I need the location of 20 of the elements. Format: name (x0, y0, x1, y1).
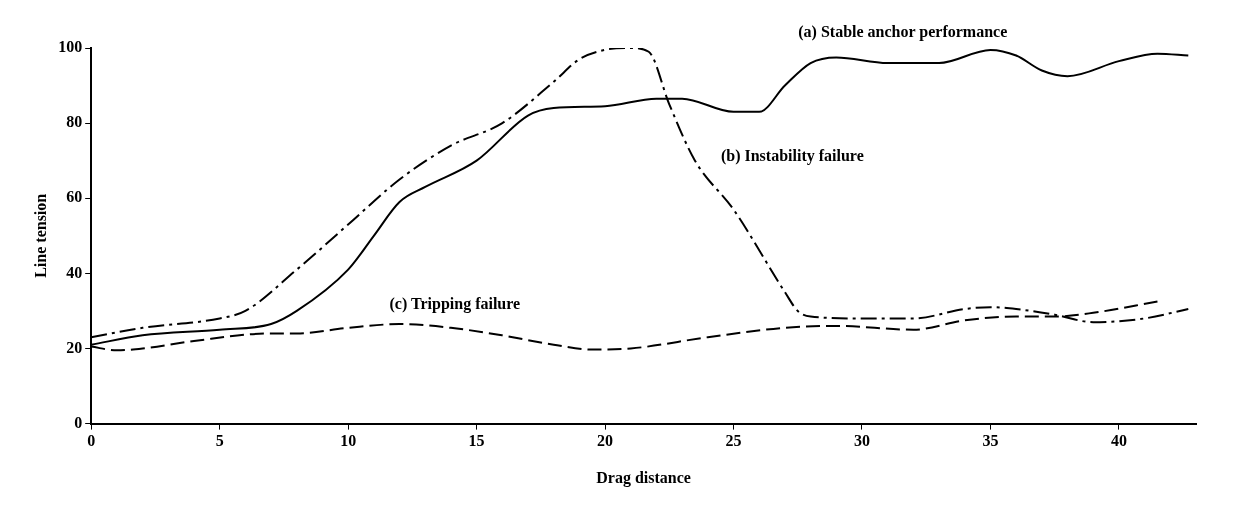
series-label: (a) Stable anchor performance (798, 22, 1008, 41)
y-tick-label: 0 (74, 413, 83, 431)
x-tick-label: 35 (982, 432, 999, 450)
series-label: (b) Instability failure (720, 146, 864, 165)
y-tick-label: 100 (58, 38, 83, 56)
x-tick-label: 25 (725, 432, 742, 450)
y-tick-label: 80 (66, 113, 83, 131)
x-tick-label: 30 (853, 432, 870, 450)
x-tick-label: 5 (215, 432, 224, 450)
x-tick-label: 40 (1110, 432, 1127, 450)
x-tick-label: 20 (597, 432, 614, 450)
x-tick-label: 0 (87, 432, 96, 450)
series-label: (c) Tripping failure (389, 294, 521, 313)
x-tick-label: 15 (468, 432, 485, 450)
y-tick-label: 60 (66, 188, 83, 206)
x-tick-label: 10 (340, 432, 357, 450)
x-axis-title: Drag distance (596, 468, 691, 487)
y-tick-label: 20 (66, 338, 83, 356)
y-axis-title: Line tension (31, 193, 49, 278)
y-tick-label: 40 (66, 263, 83, 281)
